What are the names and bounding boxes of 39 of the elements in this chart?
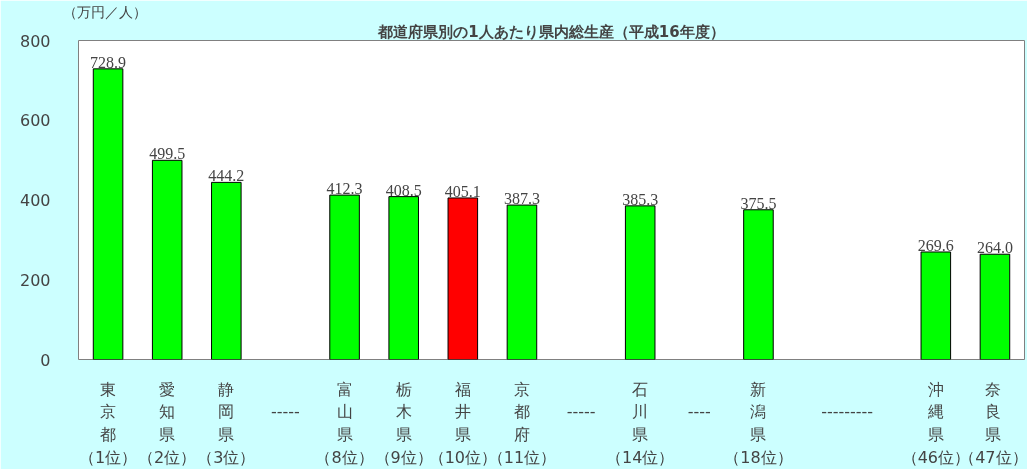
bar (211, 181, 242, 360)
data-label: 499.5 (149, 145, 186, 163)
x-tick-label: 石川県（14位） (606, 379, 675, 467)
bar (388, 196, 419, 360)
data-label: 375.5 (740, 194, 777, 212)
data-label: 385.3 (622, 190, 659, 208)
x-tick-label: 富山県（8位） (315, 379, 374, 467)
data-label: 264.0 (976, 239, 1013, 257)
x-tick-label: 静岡県（3位） (197, 379, 256, 467)
bar (506, 204, 538, 360)
text: ----- (566, 402, 596, 422)
bar (979, 253, 1011, 360)
y-tick-label: 600 (19, 111, 51, 131)
bar (329, 194, 360, 360)
text: ----- (271, 402, 300, 422)
chart-title: 都道府県別の1人あたり県内総生産（平成16年度） (377, 22, 725, 41)
bar (743, 209, 774, 360)
data-label: 387.3 (503, 190, 540, 208)
text: ---- (687, 402, 711, 422)
bar (151, 159, 183, 360)
bar (447, 197, 479, 360)
x-tick-label: 東京都（1位） (78, 379, 138, 467)
data-label: 408.5 (385, 181, 422, 199)
x-tick-label: 新潟県（18位） (724, 379, 793, 467)
y-tick-label: 400 (19, 191, 51, 210)
y-axis-title: （万円／人） (62, 3, 147, 20)
bar (920, 251, 952, 360)
x-tick-label: 愛知県（2位） (138, 379, 197, 467)
data-label: 412.3 (326, 180, 363, 198)
data-label: 269.6 (917, 237, 954, 254)
bar (624, 205, 656, 360)
data-label: 405.1 (444, 182, 481, 200)
y-tick-label: 0 (40, 350, 51, 370)
y-tick-label: 800 (19, 31, 51, 51)
bar (92, 68, 124, 360)
y-tick-label: 200 (19, 270, 51, 290)
data-label: 444.2 (208, 167, 245, 185)
data-label: 728.9 (90, 53, 127, 71)
text: --------- (821, 402, 874, 422)
